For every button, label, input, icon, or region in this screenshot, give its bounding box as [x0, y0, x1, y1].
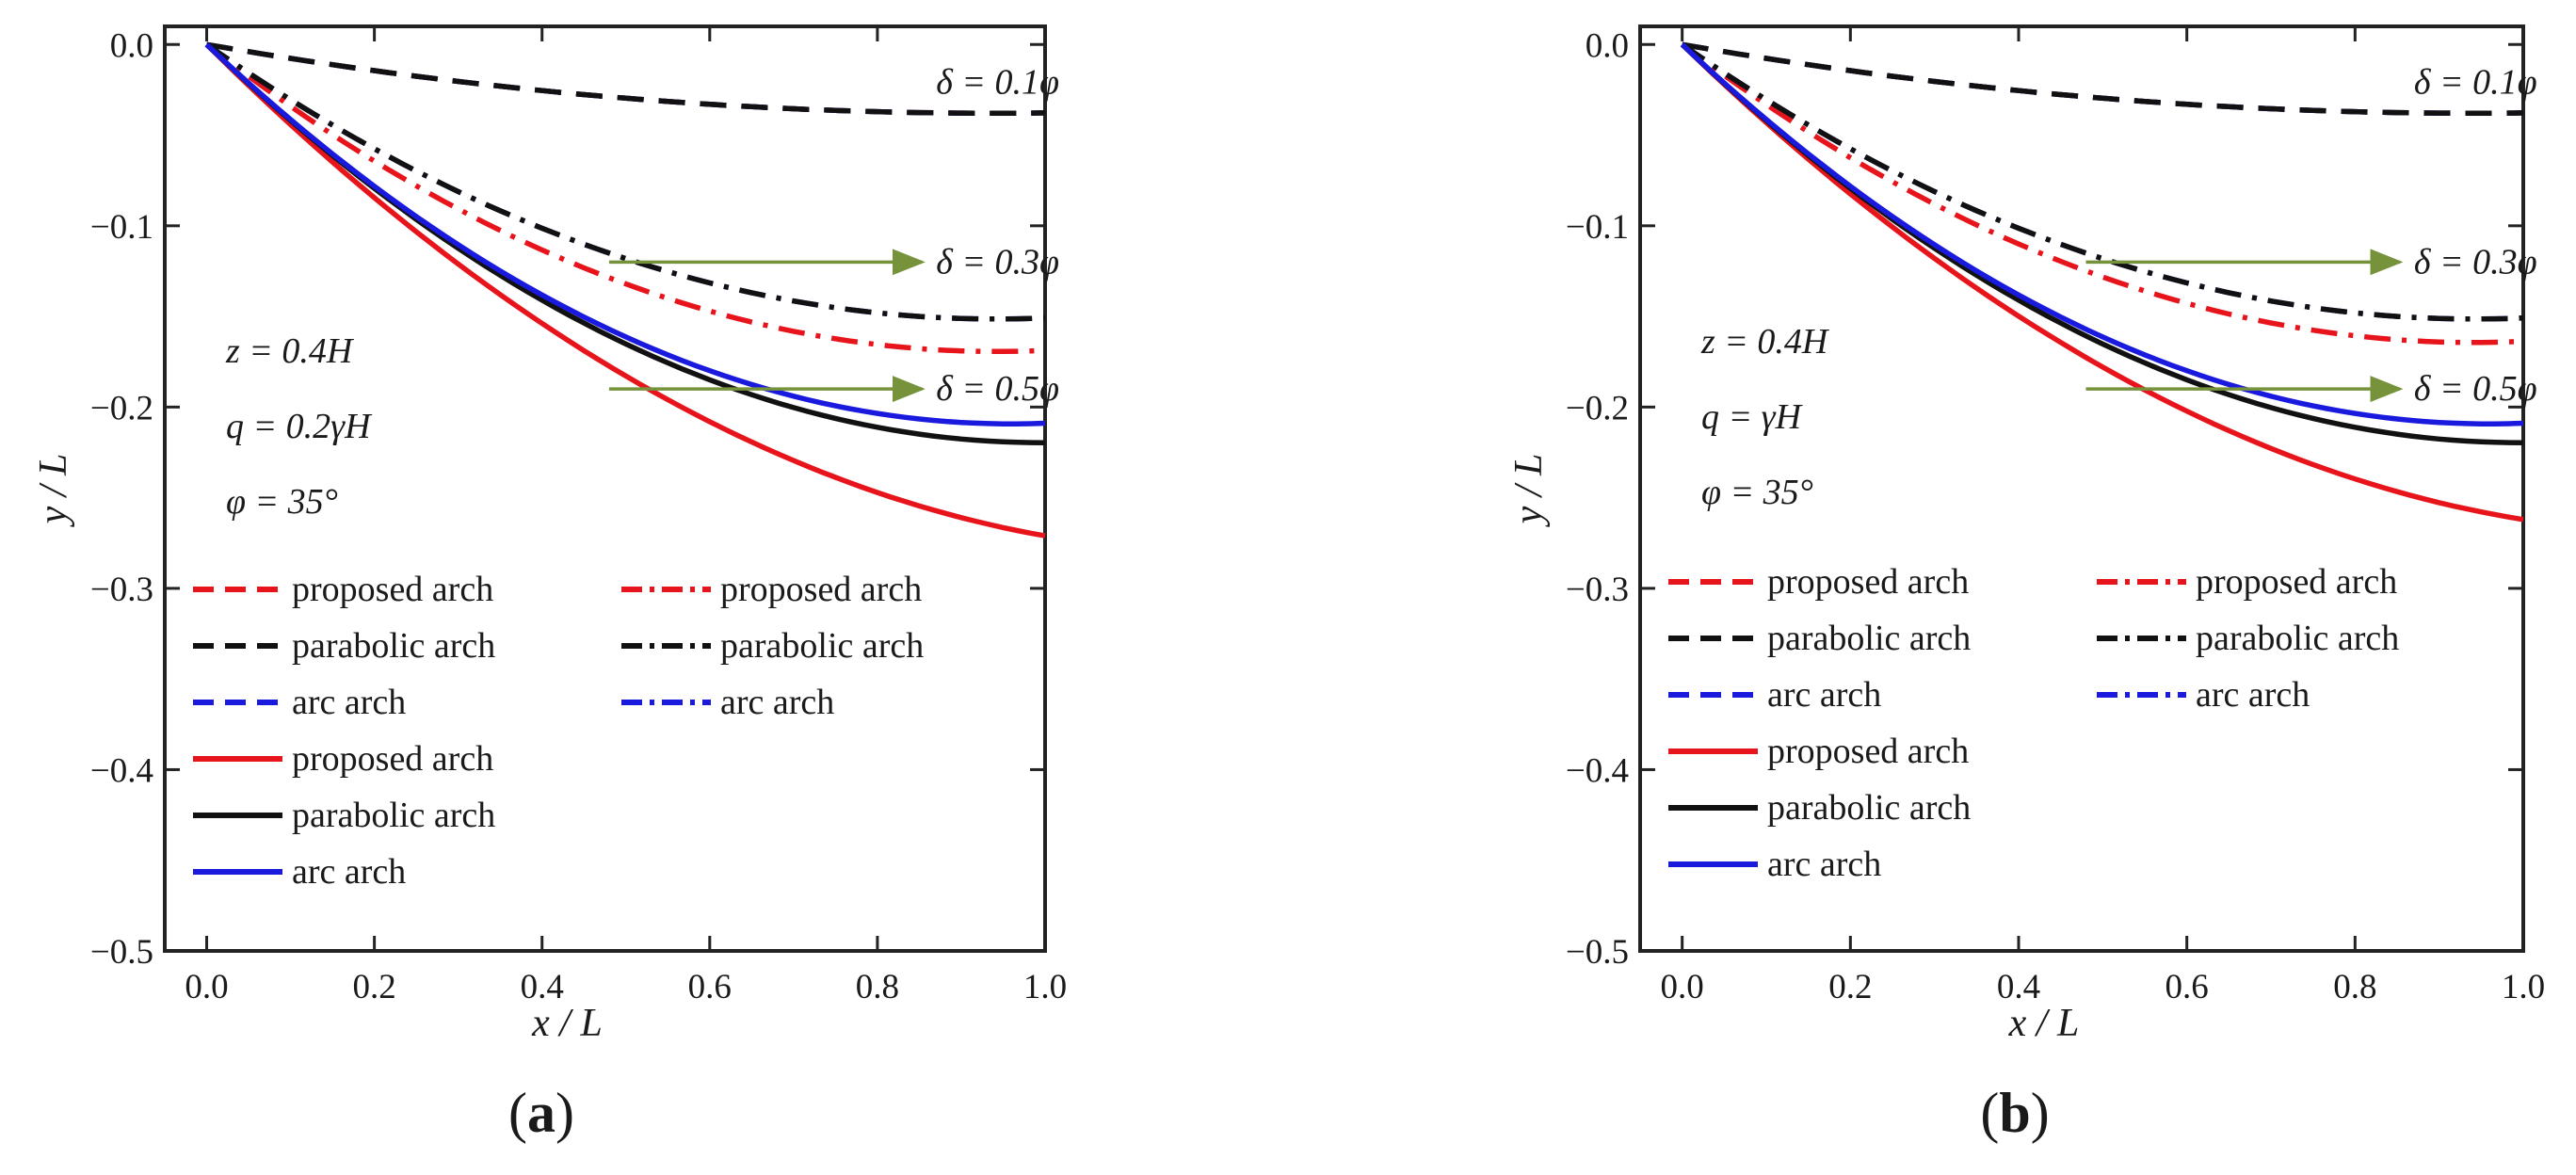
annotation-label: δ = 0.3φ — [936, 242, 1059, 282]
param-label: q = γH — [1701, 397, 1804, 437]
y-tick-label: −0.3 — [1566, 571, 1629, 609]
series-line-solid-8 — [204, 42, 1046, 427]
x-tick-label: 0.8 — [856, 968, 899, 1006]
legend-label: proposed arch — [1767, 562, 1969, 602]
y-tick-label: −0.1 — [1566, 208, 1629, 247]
legend-label: parabolic arch — [1767, 619, 1971, 658]
annotation-label: δ = 0.1φ — [936, 63, 1059, 103]
plot-frame — [163, 24, 1047, 953]
annotation-label: δ = 0.1φ — [2414, 63, 2537, 103]
legend: proposed arch parabolic arch arc arch propo… — [1668, 562, 2399, 884]
series-line-dashdot-4 — [204, 42, 1046, 322]
y-axis-label: y / L — [1507, 454, 1551, 528]
legend-label: proposed arch — [292, 739, 493, 779]
param-label: q = 0.2γH — [226, 407, 373, 446]
y-tick-label: −0.5 — [90, 933, 153, 972]
caption-open-paren: ( — [1980, 1082, 1999, 1144]
param-label: φ = 35° — [1701, 473, 1813, 512]
y-tick-label: −0.3 — [90, 571, 153, 609]
series-line-dashdot-4 — [1681, 42, 2524, 322]
annotation-label: δ = 0.5φ — [936, 369, 1059, 409]
chart-panel-a: 0.0 0.2 0.4 0.6 0.8 1.0 0.0 −0.1 −0.2 −0.3 −0.4 −0.… — [32, 24, 1067, 1144]
series-line-solid-6 — [1680, 42, 2524, 523]
y-axis-label: y / L — [32, 454, 75, 528]
series-line-dashdot-5 — [204, 42, 1046, 322]
series-line-solid-7 — [1680, 42, 2524, 445]
x-tick-label: 1.0 — [2502, 968, 2545, 1006]
y-tick-label: −0.2 — [1566, 389, 1629, 427]
legend-label: parabolic arch — [292, 626, 495, 666]
series-group — [204, 41, 1046, 539]
annotation-label: δ = 0.5φ — [2414, 369, 2537, 409]
legend-label: arc arch — [292, 683, 406, 722]
plot-frame — [1638, 24, 2525, 953]
y-tick-label: −0.1 — [90, 208, 153, 247]
x-tick-label: 0.6 — [2165, 968, 2209, 1006]
legend-label: arc arch — [1767, 675, 1881, 715]
caption-close-paren: ) — [555, 1082, 574, 1144]
y-tick-label: −0.5 — [1566, 933, 1629, 972]
series-group — [1680, 41, 2524, 523]
legend-label: arc arch — [2196, 675, 2310, 715]
legend-label: arc arch — [720, 683, 834, 722]
series-line-dashdot-5 — [1681, 42, 2524, 322]
x-tick-label: 0.6 — [688, 968, 732, 1006]
x-axis-label: x / L — [2008, 1002, 2080, 1045]
caption-open-paren: ( — [508, 1082, 527, 1144]
series-line-dashed-2 — [206, 41, 1046, 116]
series-line-solid-7 — [204, 42, 1046, 445]
x-tick-label: 0.4 — [1997, 968, 2040, 1006]
x-tick-label: 0.0 — [1661, 968, 1704, 1006]
legend-label: parabolic arch — [1767, 788, 1971, 828]
series-line-solid-6 — [204, 42, 1046, 539]
x-tick-label: 0.8 — [2333, 968, 2376, 1006]
series-line-dashed-1 — [1682, 41, 2524, 116]
legend-label: proposed arch — [2196, 562, 2397, 602]
y-tick-label: −0.4 — [90, 751, 153, 790]
x-tick-label: 1.0 — [1023, 968, 1067, 1006]
x-tick-label: 0.0 — [185, 968, 228, 1006]
y-tick-label: 0.0 — [110, 26, 153, 65]
param-label: z = 0.4H — [225, 331, 355, 371]
x-tick-label: 0.2 — [1828, 968, 1872, 1006]
legend-label: arc arch — [1767, 845, 1881, 884]
series-line-dashed-1 — [206, 41, 1046, 116]
series-line-dashed-0 — [1682, 41, 2524, 116]
x-axis-label: x / L — [531, 1002, 603, 1045]
y-tick-label: 0.0 — [1586, 26, 1629, 65]
series-line-dashdot-3 — [204, 42, 1046, 355]
legend-label: parabolic arch — [720, 626, 924, 666]
legend-label: proposed arch — [292, 570, 493, 609]
caption-letter: a — [527, 1082, 555, 1144]
caption-close-paren: ) — [2031, 1082, 2050, 1144]
caption-letter: b — [1999, 1082, 2030, 1144]
legend-label: arc arch — [292, 852, 406, 892]
series-line-solid-8 — [1680, 42, 2524, 427]
legend-label: parabolic arch — [292, 796, 495, 835]
legend-label: proposed arch — [720, 570, 922, 609]
panel-caption: (b) — [1980, 1082, 2049, 1144]
series-line-dashed-0 — [206, 41, 1046, 116]
y-tick-label: −0.4 — [1566, 751, 1629, 790]
legend-label: parabolic arch — [2196, 619, 2399, 658]
legend-label: proposed arch — [1767, 732, 1969, 771]
legend: proposed arch parabolic arch arc arch propo… — [193, 570, 924, 892]
param-label: z = 0.4H — [1700, 322, 1830, 362]
series-line-dashed-2 — [1682, 41, 2524, 116]
series-line-dashdot-3 — [1681, 42, 2524, 346]
x-tick-label: 0.4 — [521, 968, 564, 1006]
param-label: φ = 35° — [226, 482, 338, 522]
panel-caption: (a) — [508, 1082, 574, 1144]
chart-panel-b: 0.0 0.2 0.4 0.6 0.8 1.0 0.0 −0.1 −0.2 −0.3 −0.4 −0.… — [1507, 24, 2545, 1144]
y-tick-label: −0.2 — [90, 389, 153, 427]
annotation-label: δ = 0.3φ — [2414, 242, 2537, 282]
x-tick-label: 0.2 — [352, 968, 395, 1006]
